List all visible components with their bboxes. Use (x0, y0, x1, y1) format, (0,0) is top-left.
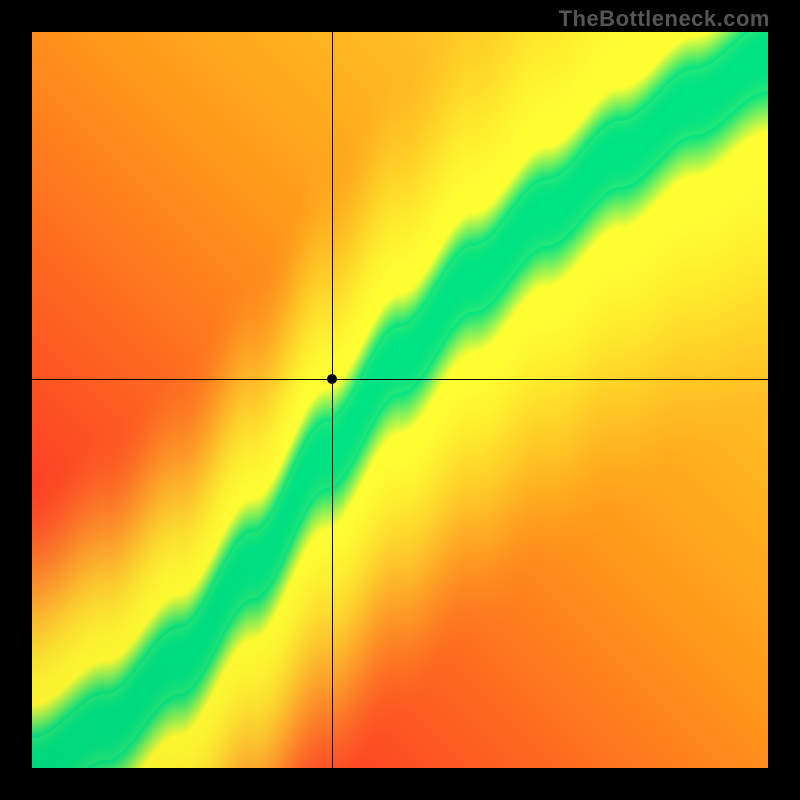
watermark-text: TheBottleneck.com (559, 6, 770, 32)
crosshair-vertical (332, 32, 333, 768)
crosshair-horizontal (32, 379, 768, 380)
heatmap-canvas (32, 32, 768, 768)
bottleneck-heatmap (32, 32, 768, 768)
crosshair-marker (327, 374, 337, 384)
